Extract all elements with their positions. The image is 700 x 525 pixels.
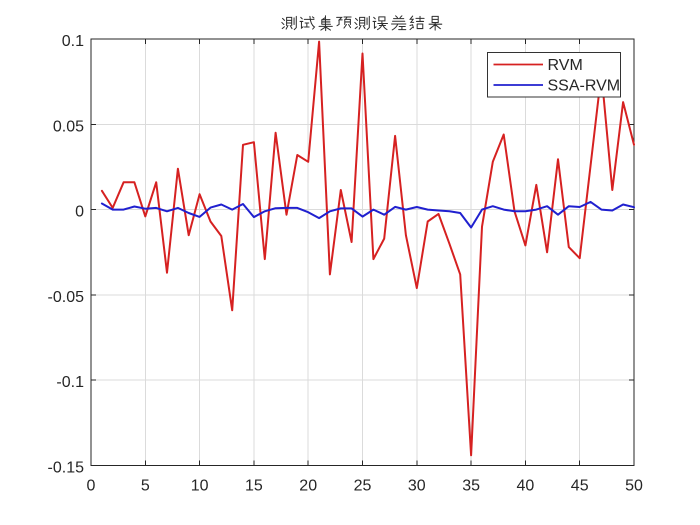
svg-text:10: 10 <box>191 478 209 495</box>
svg-text:15: 15 <box>245 478 263 495</box>
svg-text:0: 0 <box>75 204 84 221</box>
svg-text:35: 35 <box>462 478 480 495</box>
svg-text:SSA-RVM: SSA-RVM <box>548 78 621 95</box>
svg-text:20: 20 <box>299 478 317 495</box>
svg-text:5: 5 <box>141 478 150 495</box>
svg-text:0.1: 0.1 <box>62 33 84 50</box>
svg-text:-0.1: -0.1 <box>56 374 84 391</box>
svg-text:0.05: 0.05 <box>53 118 84 135</box>
svg-text:-0.15: -0.15 <box>48 460 85 477</box>
svg-text:-0.05: -0.05 <box>48 289 85 306</box>
svg-text:25: 25 <box>354 478 372 495</box>
svg-text:0: 0 <box>87 478 96 495</box>
svg-text:50: 50 <box>625 478 643 495</box>
svg-text:RVM: RVM <box>548 57 583 74</box>
svg-text:30: 30 <box>408 478 426 495</box>
svg-text:45: 45 <box>571 478 589 495</box>
svg-text:40: 40 <box>517 478 535 495</box>
